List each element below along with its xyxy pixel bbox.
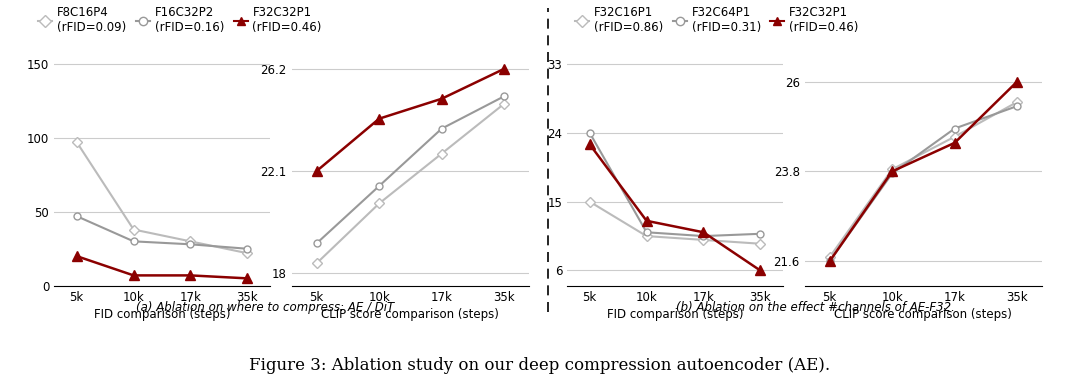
X-axis label: CLIP score comparison (steps): CLIP score comparison (steps) <box>835 308 1012 321</box>
X-axis label: FID comparison (steps): FID comparison (steps) <box>94 308 230 321</box>
Text: (a) Ablation on where to compress: AE / DiT: (a) Ablation on where to compress: AE / … <box>135 301 394 314</box>
Text: (b) Ablation on the effect #channels of AE-F32.: (b) Ablation on the effect #channels of … <box>676 301 955 314</box>
X-axis label: CLIP score comparison (steps): CLIP score comparison (steps) <box>322 308 499 321</box>
Text: Figure 3: Ablation study on our deep compression autoencoder (AE).: Figure 3: Ablation study on our deep com… <box>249 357 831 374</box>
X-axis label: FID comparison (steps): FID comparison (steps) <box>607 308 743 321</box>
Legend: F32C16P1
(rFID=0.86), F32C64P1
(rFID=0.31), F32C32P1
(rFID=0.46): F32C16P1 (rFID=0.86), F32C64P1 (rFID=0.3… <box>575 6 859 34</box>
Legend: F8C16P4
(rFID=0.09), F16C32P2
(rFID=0.16), F32C32P1
(rFID=0.46): F8C16P4 (rFID=0.09), F16C32P2 (rFID=0.16… <box>38 6 322 34</box>
